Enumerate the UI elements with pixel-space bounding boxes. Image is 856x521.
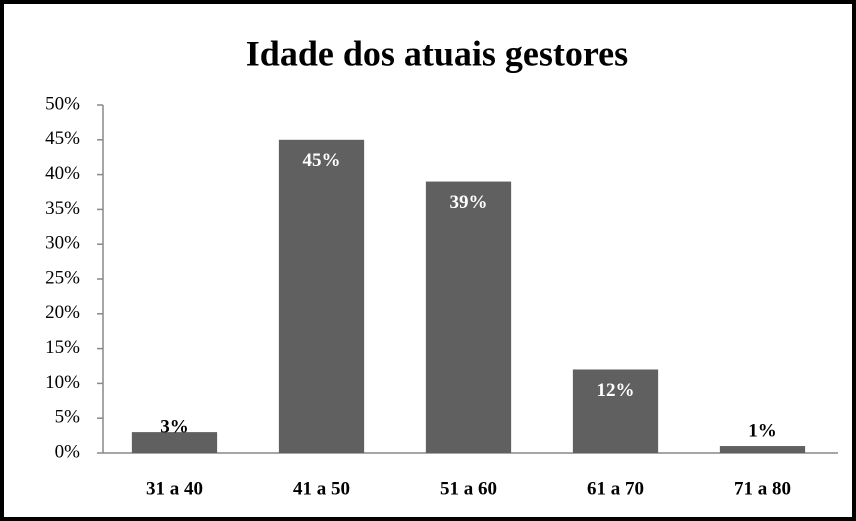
- value-label: 3%: [160, 416, 189, 437]
- y-tick-label: 5%: [55, 407, 81, 428]
- value-label: 12%: [597, 380, 635, 401]
- y-tick-label: 0%: [55, 441, 81, 462]
- y-tick-label: 10%: [45, 372, 80, 393]
- x-tick-label: 61 a 70: [587, 478, 644, 499]
- y-tick-label: 30%: [45, 233, 80, 254]
- y-tick-label: 50%: [45, 93, 80, 114]
- x-tick-label: 71 a 80: [734, 478, 791, 499]
- chart-title: Idade dos atuais gestores: [246, 33, 628, 73]
- value-label: 1%: [748, 420, 777, 441]
- x-tick-label: 31 a 40: [146, 478, 203, 499]
- bar: [278, 139, 365, 454]
- y-tick-label: 20%: [45, 302, 80, 323]
- bar: [719, 446, 806, 453]
- x-tick-label: 41 a 50: [293, 478, 350, 499]
- y-tick-label: 45%: [45, 128, 80, 149]
- x-tick-label: 51 a 60: [440, 478, 497, 499]
- bar: [572, 369, 659, 453]
- y-tick-label: 25%: [45, 267, 80, 288]
- value-label: 39%: [450, 192, 488, 213]
- y-tick-label: 35%: [45, 198, 80, 219]
- y-tick-label: 15%: [45, 337, 80, 358]
- bar: [425, 181, 512, 453]
- bar: [131, 432, 218, 453]
- value-label: 45%: [303, 150, 341, 171]
- y-tick-label: 40%: [45, 163, 80, 184]
